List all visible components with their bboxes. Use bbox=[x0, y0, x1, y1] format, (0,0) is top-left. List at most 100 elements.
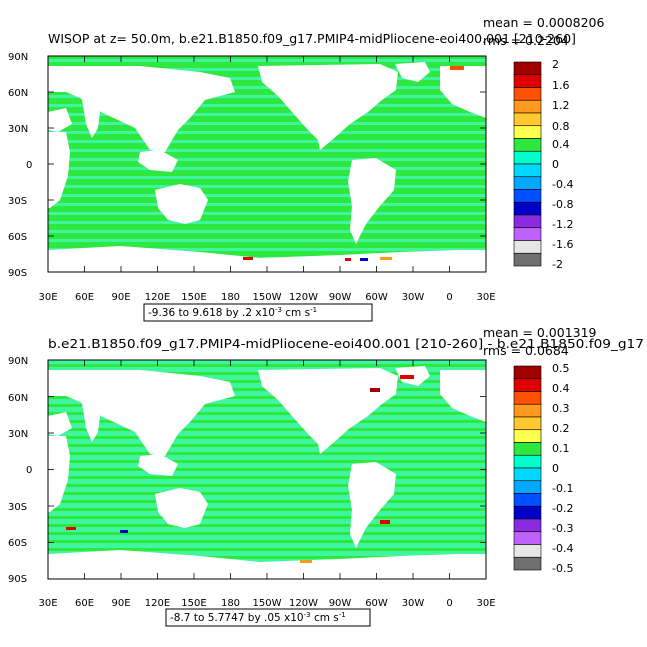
land-india bbox=[82, 404, 100, 442]
colorbar-box bbox=[513, 112, 542, 127]
land-australia bbox=[155, 488, 208, 528]
lon-label: 30W bbox=[402, 598, 425, 609]
colorbar-label: -0.1 bbox=[552, 482, 573, 495]
colorbar-box bbox=[513, 480, 542, 494]
lat-label: 90N bbox=[8, 52, 28, 63]
colorbar-box bbox=[513, 429, 542, 443]
lat-label: 60N bbox=[8, 393, 28, 404]
land-north-america bbox=[258, 64, 398, 150]
land-europe bbox=[440, 66, 486, 118]
rms-label: rms = 0.2204 bbox=[483, 33, 569, 48]
lon-label: 120E bbox=[145, 292, 170, 303]
range-annotation: -9.36 to 9.618 by .2 x10-3 cm s-1 bbox=[143, 303, 373, 322]
land-asia bbox=[48, 66, 235, 152]
lat-label: 0 bbox=[26, 160, 32, 171]
colorbar-box bbox=[513, 505, 542, 520]
lat-label: 90N bbox=[8, 356, 28, 367]
colorbar-label: 0.5 bbox=[552, 362, 570, 375]
land-india bbox=[82, 100, 100, 138]
colorbar-labels: 0.5 0.4 0.3 0.2 0.1 0 -0.1 -0.2 -0.3 -0.… bbox=[552, 362, 573, 575]
mean-label: mean = 0.001319 bbox=[483, 325, 597, 340]
lon-label: 150E bbox=[181, 598, 206, 609]
colorbar-label: 0.1 bbox=[552, 442, 570, 455]
lon-label: 90W bbox=[329, 598, 352, 609]
colorbar-labels: 2 1.6 1.2 0.8 0.4 0 -0.4 -0.8 -1.2 -1.6 … bbox=[552, 58, 573, 271]
lat-label: 30N bbox=[8, 429, 28, 440]
colorbar-label: -0.4 bbox=[552, 178, 573, 191]
lon-label: 120E bbox=[145, 598, 170, 609]
hotspot bbox=[360, 258, 368, 261]
lon-label: 120W bbox=[289, 598, 318, 609]
lon-label: 30E bbox=[38, 598, 57, 609]
colorbar-label: -2 bbox=[552, 258, 563, 271]
colorbar-label: 0.3 bbox=[552, 402, 570, 415]
land-seasia-islands bbox=[138, 454, 178, 476]
colorbar-box bbox=[513, 163, 542, 178]
lon-label: 60W bbox=[365, 292, 388, 303]
colorbar-box bbox=[513, 189, 542, 203]
land-seasia-islands bbox=[138, 150, 178, 172]
panel-top: WISOP at z= 50.0m, b.e21.B1850.f09_g17.P… bbox=[8, 15, 605, 322]
hotspot bbox=[380, 520, 390, 524]
land-antarctica bbox=[48, 550, 486, 579]
colorbar-box bbox=[513, 454, 542, 469]
lon-label: 30E bbox=[476, 292, 495, 303]
axis-ticks bbox=[47, 55, 487, 273]
land-south-america bbox=[348, 462, 396, 548]
lat-label: 60S bbox=[8, 232, 27, 243]
x-axis-labels: 30E 60E 90E 120E 150E 180 150W 120W 90W … bbox=[38, 292, 495, 303]
lon-label: 180 bbox=[221, 598, 240, 609]
colorbar-box bbox=[513, 442, 542, 456]
lat-label: 30S bbox=[8, 502, 27, 513]
lon-label: 30W bbox=[402, 292, 425, 303]
colorbar-box bbox=[513, 493, 542, 507]
lon-label: 150E bbox=[181, 292, 206, 303]
land-australia bbox=[155, 184, 208, 224]
land-arabia bbox=[48, 412, 72, 436]
mean-label: mean = 0.0008206 bbox=[483, 15, 605, 30]
colorbar-label: 1.6 bbox=[552, 79, 570, 92]
lon-label: 150W bbox=[253, 292, 282, 303]
lon-label: 120W bbox=[289, 292, 318, 303]
hotspot bbox=[400, 375, 414, 379]
panel-bottom: mean = 0.001319 b.e21.B1850.f09_g17.PMIP… bbox=[8, 325, 644, 627]
hotspots bbox=[243, 66, 464, 261]
panel-title: WISOP at z= 50.0m, b.e21.B1850.f09_g17.P… bbox=[48, 31, 576, 46]
lat-label: 90S bbox=[8, 574, 27, 585]
lon-label: 60E bbox=[75, 292, 94, 303]
lat-label: 30S bbox=[8, 196, 27, 207]
lon-label: 0 bbox=[446, 292, 452, 303]
land-north-america bbox=[258, 368, 398, 454]
lat-label: 60S bbox=[8, 538, 27, 549]
colorbar-box bbox=[513, 138, 542, 152]
map-plot bbox=[47, 55, 487, 273]
colorbar-boxes bbox=[513, 365, 542, 571]
colorbar-box bbox=[513, 416, 542, 431]
land-south-america bbox=[348, 158, 396, 244]
colorbar-box bbox=[513, 87, 542, 101]
range-text: -9.36 to 9.618 by .2 x10-3 cm s-1 bbox=[148, 306, 317, 319]
lat-label: 90S bbox=[8, 268, 27, 279]
land-asia bbox=[48, 370, 235, 456]
lon-label: 30E bbox=[476, 598, 495, 609]
lon-label: 90W bbox=[329, 292, 352, 303]
panel-title: b.e21.B1850.f09_g17.PMIP4-midPliocene-eo… bbox=[48, 336, 644, 351]
colorbar-box bbox=[513, 201, 542, 216]
lon-label: 150W bbox=[253, 598, 282, 609]
range-text: -8.7 to 5.7747 by .05 x10-3 cm s-1 bbox=[170, 611, 346, 624]
colorbar-box bbox=[513, 252, 542, 267]
y-axis-labels: 90N 60N 30N 0 30S 60S 90S bbox=[8, 356, 32, 585]
colorbar-label: -1.2 bbox=[552, 218, 573, 231]
colorbar-box bbox=[513, 544, 542, 558]
colorbar-label: -0.2 bbox=[552, 502, 573, 515]
lat-label: 30N bbox=[8, 124, 28, 135]
colorbar-label: 2 bbox=[552, 58, 559, 71]
axis-ticks bbox=[47, 359, 487, 580]
colorbar-label: 0 bbox=[552, 158, 559, 171]
colorbar-box bbox=[513, 150, 542, 165]
hotspot bbox=[66, 527, 76, 530]
colorbar-box bbox=[513, 467, 542, 482]
lon-label: 0 bbox=[446, 598, 452, 609]
lon-label: 30E bbox=[38, 292, 57, 303]
